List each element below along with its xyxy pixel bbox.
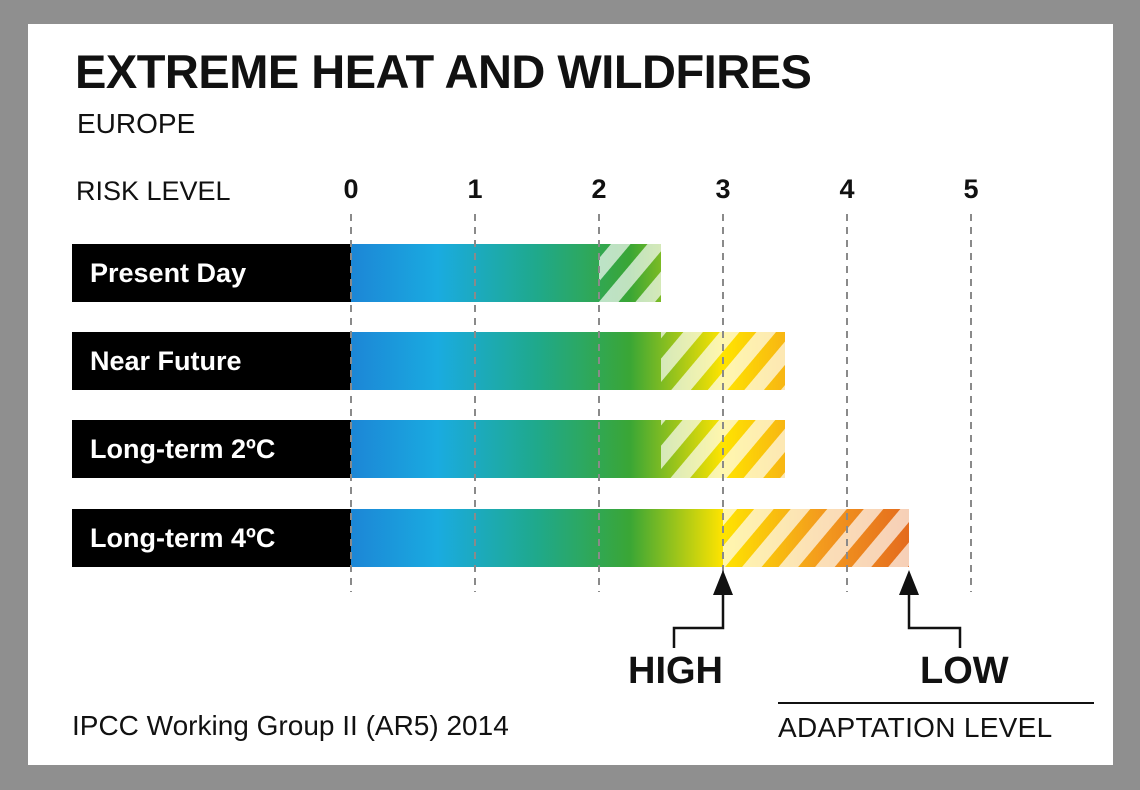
adaptation-axis-title: ADAPTATION LEVEL: [778, 712, 1053, 743]
bar-high-adaptation: [351, 509, 723, 567]
category-label: Long-term 4ºC: [72, 509, 351, 567]
category-label: Long-term 2ºC: [72, 420, 351, 478]
chart-subtitle: EUROPE: [77, 108, 196, 139]
x-tick-label: 0: [343, 174, 359, 204]
x-tick-label: 5: [963, 174, 979, 204]
low-adaptation-label: LOW: [920, 650, 1009, 692]
bar-high-adaptation: [351, 332, 661, 390]
x-tick-label: 4: [839, 174, 855, 204]
bar-low-adaptation-hatch: [599, 244, 661, 302]
chart-title: EXTREME HEAT AND WILDFIRES: [75, 45, 812, 98]
low-arrow-line: [907, 589, 962, 648]
category-label: Near Future: [72, 332, 351, 390]
chart-plot: [350, 214, 972, 648]
high-arrow-head: [713, 570, 733, 595]
low-arrow-head: [899, 570, 919, 595]
high-adaptation-label: HIGH: [628, 650, 723, 692]
x-axis-label: RISK LEVEL: [76, 176, 231, 206]
bar-high-adaptation: [351, 420, 661, 478]
x-tick-label: 3: [715, 174, 731, 204]
bar-low-adaptation-hatch: [723, 509, 909, 567]
infographic-card: EXTREME HEAT AND WILDFIRES EUROPE RISK L…: [28, 24, 1113, 765]
category-label: Present Day: [72, 244, 351, 302]
adaptation-divider: [778, 702, 1094, 704]
x-tick-label: 1: [467, 174, 483, 204]
source-credit: IPCC Working Group II (AR5) 2014: [72, 710, 509, 741]
x-tick-label: 2: [591, 174, 607, 204]
high-arrow-line: [672, 589, 725, 648]
